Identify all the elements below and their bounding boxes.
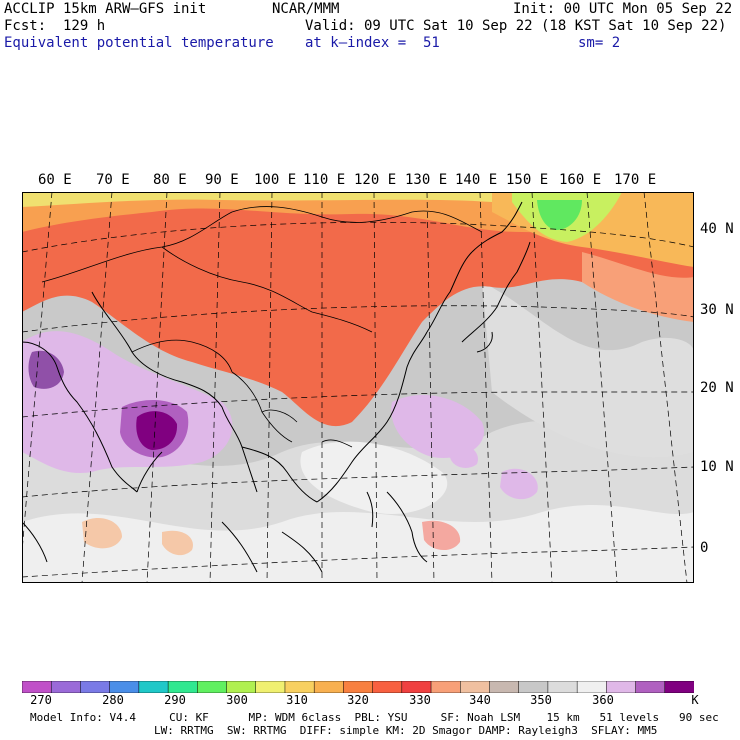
warm-air-region xyxy=(582,252,694,322)
lat-label: 40 N xyxy=(700,221,734,237)
colorbar-swatch xyxy=(518,681,549,693)
lat-label: 0 xyxy=(700,540,709,556)
colorbar-swatch xyxy=(22,681,52,693)
theta-e-map xyxy=(22,192,694,583)
lat-label: 10 N xyxy=(700,459,734,475)
colorbar-swatch xyxy=(50,681,81,693)
lon-label: 110 E xyxy=(303,172,346,188)
colorbar-tick-label: 320 xyxy=(347,693,369,707)
colorbar-swatch xyxy=(401,681,432,693)
colorbar-swatch xyxy=(430,681,461,693)
lon-label: 100 E xyxy=(254,172,297,188)
colorbar-swatch xyxy=(226,681,257,693)
colorbar-tick-label: 360 xyxy=(592,693,614,707)
colorbar-swatch xyxy=(138,681,169,693)
lon-label: 80 E xyxy=(153,172,187,188)
colorbar-swatch xyxy=(343,681,374,693)
colorbar-tick-label: 310 xyxy=(286,693,308,707)
physics-info-line: LW: RRTMG SW: RRTMG DIFF: simple KM: 2D … xyxy=(154,724,658,737)
init-time: Init: 00 UTC Mon 05 Sep 22 xyxy=(513,1,733,17)
field-name: Equivalent potential temperature xyxy=(4,35,274,51)
map-frame xyxy=(22,192,694,583)
tropical-band xyxy=(22,504,694,583)
lat-label: 30 N xyxy=(700,302,734,318)
colorbar-swatch xyxy=(489,681,520,693)
colorbar-tick-label: 300 xyxy=(226,693,248,707)
lon-label: 160 E xyxy=(559,172,602,188)
lon-label: 60 E xyxy=(38,172,72,188)
colorbar-swatch xyxy=(372,681,403,693)
lon-label: 70 E xyxy=(96,172,130,188)
colorbar-swatch xyxy=(606,681,637,693)
colorbar-tick-label: 330 xyxy=(409,693,431,707)
colorbar-swatch xyxy=(547,681,578,693)
high-theta-e-region xyxy=(28,350,64,389)
lon-label: 170 E xyxy=(614,172,657,188)
graticule xyxy=(22,192,694,583)
tropical-band xyxy=(482,282,694,458)
lon-label: 140 E xyxy=(455,172,498,188)
moderate-theta-e-patch xyxy=(82,517,122,549)
colorbar-swatch xyxy=(80,681,111,693)
high-theta-e-region xyxy=(500,468,538,500)
model-title: ACCLIP 15km ARW—GFS init xyxy=(4,1,207,17)
colorbar-tick-label: 290 xyxy=(164,693,186,707)
lon-label: 120 E xyxy=(354,172,397,188)
level-label: at k—index = 51 xyxy=(305,35,440,51)
moderate-theta-e-patch xyxy=(162,530,193,556)
colorbar-swatch xyxy=(109,681,140,693)
forecast-hour: Fcst: 129 h xyxy=(4,18,106,34)
colorbar-swatch xyxy=(313,681,344,693)
colorbar-swatch xyxy=(460,681,491,693)
high-theta-e-region xyxy=(391,394,484,458)
colorbar-unit: K xyxy=(691,693,699,707)
colorbar xyxy=(22,681,694,693)
political-borders xyxy=(41,206,483,448)
colorbar-tick-label: 350 xyxy=(530,693,552,707)
colorbar-swatch xyxy=(664,681,694,693)
tropical-band xyxy=(300,441,448,514)
colorbar-tick-label: 280 xyxy=(102,693,124,707)
center-label: NCAR/MMM xyxy=(272,1,340,17)
colorbar-swatch xyxy=(635,681,666,693)
high-theta-e-region xyxy=(450,444,478,468)
lat-label: 20 N xyxy=(700,380,734,396)
high-theta-e-region xyxy=(136,411,178,450)
valid-time: Valid: 09 UTC Sat 10 Sep 22 (18 KST Sat … xyxy=(305,18,727,34)
lon-label: 130 E xyxy=(405,172,448,188)
lon-label: 90 E xyxy=(205,172,239,188)
warm-air-region xyxy=(22,192,694,427)
colorbar-swatch xyxy=(167,681,198,693)
model-info-line: Model Info: V4.4 CU: KF MP: WDM 6class P… xyxy=(30,711,719,724)
colorbar-tick-label: 270 xyxy=(30,693,52,707)
colorbar-swatch xyxy=(284,681,315,693)
colorbar-swatch xyxy=(255,681,286,693)
lon-label: 150 E xyxy=(506,172,549,188)
colorbar-swatch xyxy=(576,681,607,693)
moderate-theta-e-patch xyxy=(422,520,461,551)
colorbar-swatch xyxy=(197,681,228,693)
colorbar-tick-label: 340 xyxy=(469,693,491,707)
smoothing-label: sm= 2 xyxy=(578,35,621,51)
cool-air-region xyxy=(537,200,582,230)
